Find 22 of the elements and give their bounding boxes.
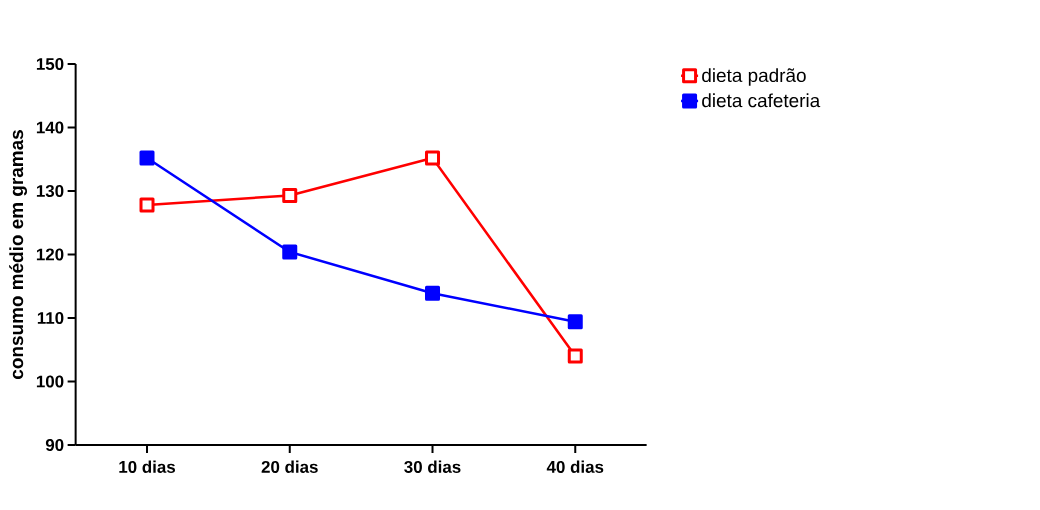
y-axis-title: consumo médio em gramas: [9, 130, 28, 379]
x-tick-label: 30 dias: [404, 460, 461, 473]
point: [567, 314, 583, 330]
y-tick-label: 120: [36, 248, 64, 261]
x-tick-label: 10 dias: [119, 460, 176, 473]
x-tick-label: 40 dias: [546, 460, 604, 473]
y-tick-label: 110: [37, 311, 64, 324]
legend-label: dieta padrão: [702, 68, 806, 86]
point: [139, 197, 155, 213]
point: [567, 348, 583, 364]
point: [425, 150, 441, 166]
point: [425, 285, 441, 301]
point: [282, 244, 298, 260]
x-tick-label: 20 dias: [261, 460, 318, 473]
y-tick-label: 130: [36, 184, 64, 197]
y-tick-label: 100: [36, 375, 64, 388]
legend-label: dieta cafeteria: [702, 93, 821, 108]
point: [282, 187, 298, 203]
y-tick-label: 90: [45, 438, 64, 451]
y-tick-label: 150: [36, 57, 64, 70]
point: [139, 150, 155, 166]
y-tick-label: 140: [36, 121, 64, 134]
